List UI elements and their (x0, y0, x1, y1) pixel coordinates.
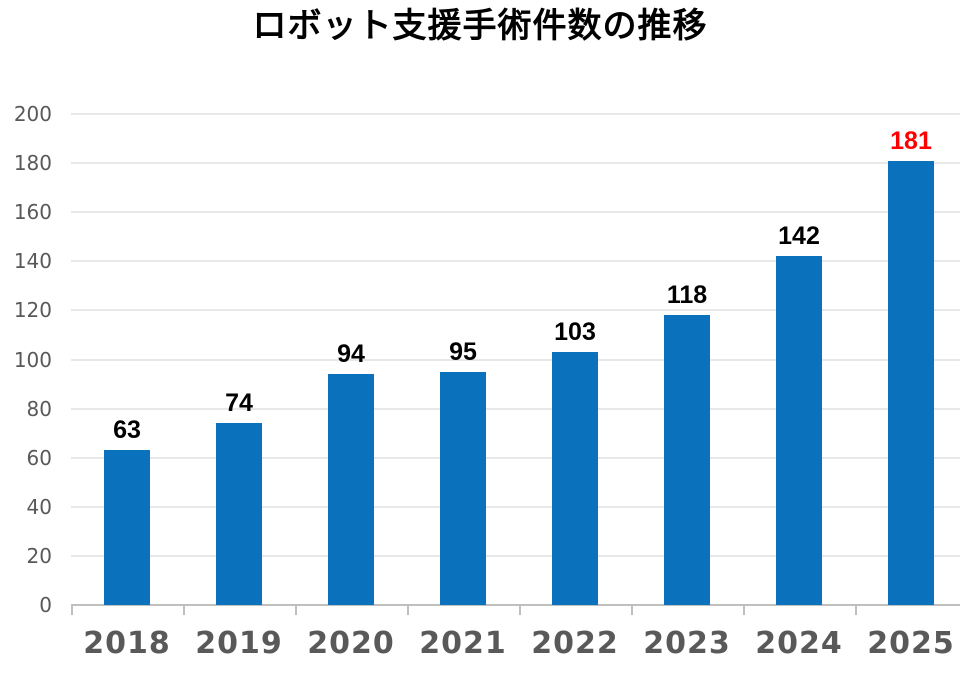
x-axis-label-2023: 2023 (643, 626, 731, 661)
chart-title: ロボット支援手術件数の推移 (252, 7, 708, 45)
bar-2020 (328, 374, 374, 605)
y-axis-tick-label: 0 (39, 593, 52, 617)
bar-2024 (776, 256, 822, 605)
y-axis-tick-label: 80 (26, 396, 52, 421)
x-axis-tick (183, 605, 185, 615)
x-axis-tick (743, 605, 745, 615)
bar-2025 (888, 160, 934, 605)
bar-value-label-2024: 142 (778, 222, 820, 251)
bar-value-label-2025: 181 (890, 126, 932, 155)
bar-2022 (552, 352, 598, 605)
bar-2023 (664, 315, 710, 605)
bar-value-label-2018: 63 (113, 416, 141, 445)
y-axis-tick-label: 180 (13, 151, 52, 176)
bar-value-label-2020: 94 (337, 340, 365, 369)
x-axis-label-2020: 2020 (307, 626, 395, 661)
gridline-40 (71, 505, 960, 508)
y-axis-tick-label: 200 (13, 102, 52, 126)
y-axis-tick-label: 40 (26, 494, 52, 519)
x-axis-tick (631, 605, 633, 615)
gridline-140 (71, 260, 960, 263)
y-axis-tick-label: 60 (26, 445, 52, 470)
x-axis-tick (295, 605, 297, 615)
x-axis-label-2022: 2022 (531, 626, 619, 661)
gridline-80 (71, 407, 960, 410)
bar-2018 (104, 450, 150, 605)
x-axis-tick (71, 605, 73, 615)
x-axis-label-2025: 2025 (867, 626, 955, 661)
y-axis-tick-label: 100 (13, 347, 52, 372)
bar-value-label-2022: 103 (554, 318, 596, 347)
y-axis-tick-label: 20 (26, 543, 52, 568)
bar-value-label-2023: 118 (666, 281, 708, 310)
gridline-180 (71, 162, 960, 165)
gridline-60 (71, 456, 960, 459)
gridline-160 (71, 211, 960, 214)
x-axis-line (71, 604, 960, 606)
gridline-100 (71, 358, 960, 361)
bar-2019 (216, 423, 262, 605)
gridline-200 (71, 113, 960, 115)
bar-value-label-2021: 95 (449, 337, 477, 366)
y-axis-tick-label: 120 (13, 298, 52, 323)
x-axis-label-2019: 2019 (195, 626, 283, 661)
x-axis-tick (519, 605, 521, 615)
gridline-120 (71, 309, 960, 312)
gridline-20 (71, 554, 960, 557)
bar-2021 (440, 371, 486, 605)
y-axis-tick-label: 160 (13, 200, 52, 225)
x-axis-label-2018: 2018 (83, 626, 171, 661)
x-axis-label-2024: 2024 (755, 626, 843, 661)
y-axis-tick-label: 140 (13, 249, 52, 274)
x-axis-tick (855, 605, 857, 615)
x-axis-label-2021: 2021 (419, 626, 507, 661)
bar-value-label-2019: 74 (225, 389, 253, 418)
x-axis-tick (407, 605, 409, 615)
